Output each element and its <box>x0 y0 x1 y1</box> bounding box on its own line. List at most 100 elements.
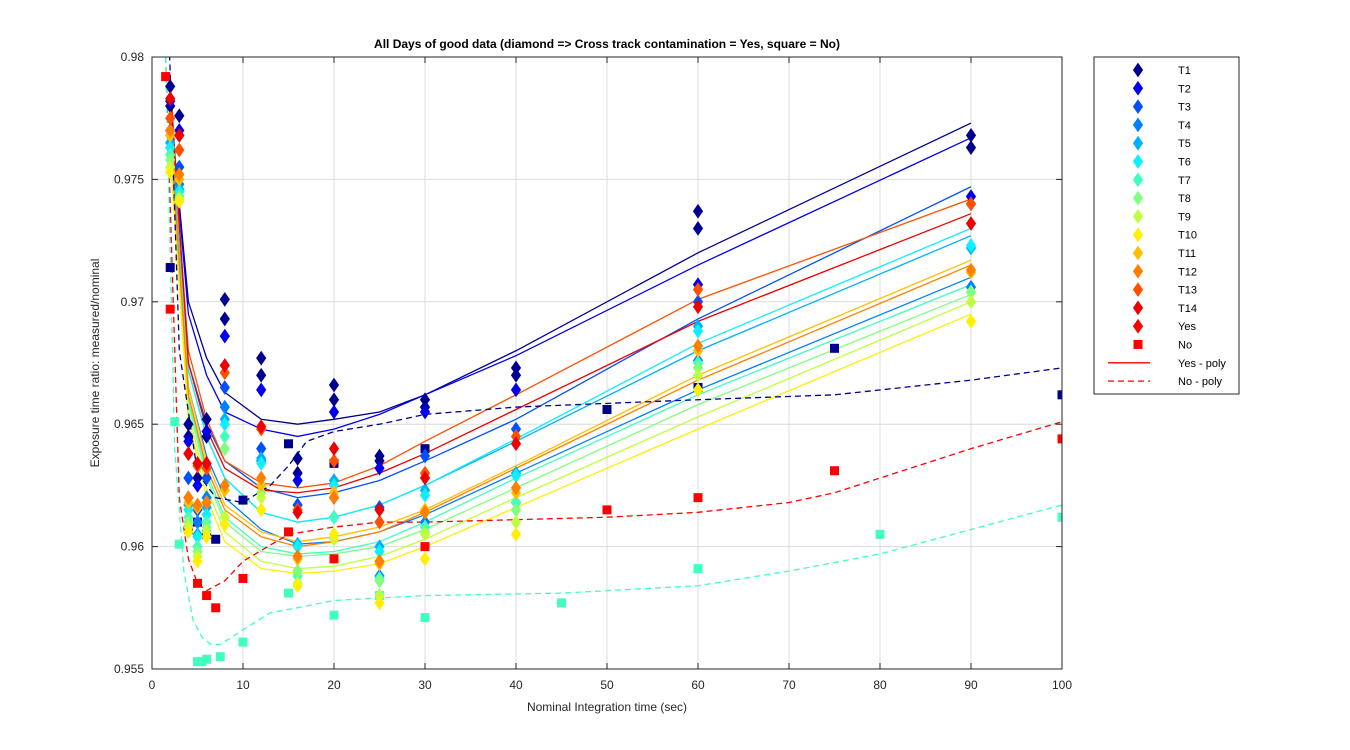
yes-diamond-point <box>328 441 340 457</box>
yes-diamond-point <box>219 328 230 344</box>
yes-diamond-point <box>510 436 522 452</box>
yes-diamond-point <box>374 514 385 530</box>
no-square-point <box>693 493 703 503</box>
legend-label: T2 <box>1178 83 1191 95</box>
yes-diamond-point <box>374 502 385 518</box>
yes-diamond-point <box>256 419 267 435</box>
legend-marker <box>1132 62 1144 78</box>
yes-diamond-point <box>692 203 704 219</box>
x-tick-label: 100 <box>1052 678 1072 692</box>
yes-diamond-point <box>292 549 303 564</box>
x-tick-label: 50 <box>600 678 614 692</box>
no-square-point <box>420 542 430 552</box>
yes-diamond-point <box>692 299 704 315</box>
yes-poly-curve <box>169 130 972 543</box>
yes-diamond-point <box>328 453 340 469</box>
yes-diamond-point <box>419 526 431 542</box>
no-square-point <box>165 263 175 273</box>
legend-marker <box>1133 340 1143 349</box>
legend-box <box>1093 56 1240 395</box>
yes-poly-curve <box>169 105 972 489</box>
no-square-point <box>1057 390 1062 400</box>
yes-diamond-point <box>219 311 230 327</box>
no-square-point <box>193 578 202 588</box>
yes-diamond-point <box>510 480 522 496</box>
yes-diamond-point <box>965 314 977 329</box>
legend-label: T1 <box>1178 65 1191 77</box>
no-square-point <box>174 539 184 549</box>
legend-marker <box>1132 80 1144 96</box>
axis-ticks: 0 10 20 30 40 50 60 70 80 90 100 0.955 0.96 0.965 0.97… <box>114 50 1072 692</box>
yes-poly-curve <box>169 130 972 523</box>
y-tick-label: 0.975 <box>114 172 144 186</box>
yes-diamond-point <box>419 504 431 520</box>
x-tick-label: 40 <box>509 678 523 692</box>
x-tick-label: 70 <box>782 678 796 692</box>
yes-diamond-point <box>256 382 267 398</box>
no-square-point <box>557 598 566 608</box>
chart-title: All Days of good data (diamond => Cross … <box>374 37 840 51</box>
yes-diamond-point <box>201 424 212 439</box>
yes-diamond-point <box>965 262 977 278</box>
no-square-point <box>830 343 839 353</box>
no-square-point <box>202 654 212 664</box>
legend-label: Yes - poly <box>1178 358 1226 370</box>
legend-marker <box>1132 172 1144 188</box>
y-tick-label: 0.97 <box>121 295 145 309</box>
yes-diamond-point <box>174 167 185 182</box>
no-square-point <box>284 439 293 449</box>
yes-diamond-point <box>692 367 704 383</box>
legend-label: No - poly <box>1178 376 1223 388</box>
no-square-point <box>211 534 221 544</box>
yes-diamond-point <box>192 478 203 493</box>
yes-diamond-point <box>510 382 522 398</box>
y-tick-label: 0.955 <box>114 662 144 676</box>
x-tick-label: 10 <box>236 678 250 692</box>
no-square-point <box>165 304 175 314</box>
legend-label: T13 <box>1178 285 1197 297</box>
yes-diamond-point <box>165 164 176 180</box>
yes-poly-curve <box>169 130 972 545</box>
no-square-point <box>238 495 248 505</box>
x-tick-label: 30 <box>418 678 432 692</box>
no-square-point <box>284 588 293 598</box>
no-square-point <box>1057 512 1062 522</box>
yes-diamond-point <box>219 291 230 307</box>
no-square-point <box>693 564 703 574</box>
yes-diamond-point <box>192 455 203 471</box>
yes-diamond-point <box>201 455 212 471</box>
x-tick-label: 60 <box>691 678 705 692</box>
yes-diamond-point <box>374 573 385 589</box>
yes-diamond-point <box>692 382 704 398</box>
yes-diamond-point <box>201 495 212 510</box>
yes-diamond-point <box>419 448 431 464</box>
yes-diamond-point <box>965 238 977 253</box>
legend-label: T3 <box>1178 102 1191 114</box>
yes-diamond-point <box>219 478 230 493</box>
yes-diamond-point <box>219 517 230 532</box>
yes-diamond-point <box>692 323 704 339</box>
no-square-point <box>202 591 212 601</box>
legend-label: Yes <box>1178 321 1196 333</box>
yes-diamond-point <box>219 358 230 373</box>
yes-diamond-point <box>174 142 185 158</box>
legend-label: T9 <box>1178 211 1191 223</box>
yes-diamond-point <box>174 194 185 209</box>
yes-diamond-point <box>419 487 431 503</box>
yes-diamond-point <box>201 529 212 545</box>
yes-diamond-point <box>256 470 267 486</box>
legend-label: T12 <box>1178 266 1197 278</box>
x-axis-label: Nominal Integration time (sec) <box>527 700 687 714</box>
no-square-point <box>161 72 171 82</box>
yes-diamond-point <box>692 282 704 297</box>
yes-diamond-point <box>510 367 522 383</box>
yes-diamond-point <box>219 380 230 395</box>
yes-poly-curve <box>169 130 972 499</box>
legend-marker <box>1132 117 1144 133</box>
yes-diamond-point <box>965 216 977 231</box>
yes-poly-curve <box>169 105 972 438</box>
legend-label: T6 <box>1178 157 1191 169</box>
yes-diamond-point <box>692 220 704 236</box>
yes-diamond-point <box>328 377 340 393</box>
yes-diamond-point <box>374 553 385 569</box>
